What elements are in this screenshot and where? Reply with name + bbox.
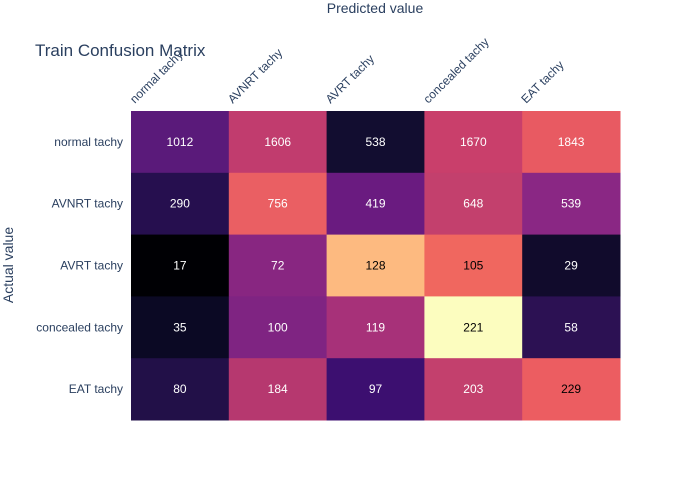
cell-value-label: 203	[463, 382, 483, 396]
heatmap-cell	[131, 172, 230, 236]
heatmap-cell	[131, 111, 230, 174]
y-tick-label: concealed tachy	[36, 320, 123, 334]
heatmap-cell	[326, 234, 425, 297]
cell-value-label: 221	[463, 320, 483, 334]
cell-value-label: 58	[564, 320, 578, 334]
x-axis-title: Predicted value	[327, 0, 424, 16]
heatmap-cell	[131, 358, 230, 421]
x-tick-label: concealed tachy	[421, 35, 492, 106]
cell-value-label: 119	[366, 320, 385, 334]
heatmap-cell	[326, 358, 425, 421]
heatmap-cell	[522, 234, 621, 297]
heatmap-cell	[424, 358, 523, 421]
cell-value-label: 538	[365, 135, 385, 149]
heatmap-cell	[424, 296, 523, 359]
cell-value-label: 1670	[460, 135, 487, 149]
heatmap-cell	[326, 172, 425, 236]
heatmap-cell	[228, 296, 328, 359]
cell-value-label: 80	[173, 382, 187, 396]
heatmap-cell	[326, 111, 425, 174]
cell-value-label: 100	[268, 320, 288, 334]
heatmap-cell	[522, 358, 621, 421]
cell-value-label: 35	[173, 320, 187, 334]
x-tick-label: AVNRT tachy	[225, 46, 285, 106]
cell-value-label: 229	[561, 382, 581, 396]
y-tick-label: AVNRT tachy	[52, 197, 123, 211]
heatmap-cell	[522, 296, 621, 359]
x-tick-label: AVRT tachy	[323, 52, 377, 106]
heatmap-cell	[228, 358, 328, 421]
cell-value-label: 539	[561, 197, 581, 211]
cell-value-label: 419	[365, 197, 385, 211]
cell-value-label: 648	[463, 197, 483, 211]
chart-title: Train Confusion Matrix	[35, 41, 206, 60]
cell-value-label: 97	[369, 382, 383, 396]
cell-value-label: 1843	[558, 135, 585, 149]
heatmap-cell	[228, 234, 328, 297]
cell-value-label: 29	[564, 259, 578, 273]
cell-value-label: 105	[463, 259, 483, 273]
cell-value-label: 184	[268, 382, 288, 396]
y-tick-labels: normal tachy AVNRT tachy AVRT tachy conceal…	[36, 135, 123, 396]
heatmap-cell	[424, 111, 523, 174]
y-tick-label: EAT tachy	[69, 382, 123, 396]
heatmap-cell	[228, 111, 328, 174]
heatmap-cell	[131, 296, 230, 359]
cell-value-label: 1012	[167, 135, 194, 149]
y-tick-label: AVRT tachy	[60, 259, 123, 273]
cell-value-label: 17	[173, 259, 187, 273]
cell-value-label: 1606	[264, 135, 291, 149]
cell-value-label: 756	[268, 197, 288, 211]
heatmap-cell	[131, 234, 230, 297]
y-tick-label: normal tachy	[54, 135, 123, 149]
heatmap-cell	[424, 172, 523, 236]
heatmap-cell	[522, 111, 621, 174]
heatmap-cell	[522, 172, 621, 236]
heatmap-cell	[228, 172, 328, 236]
x-tick-label: EAT tachy	[518, 58, 566, 106]
cell-value-label: 72	[271, 259, 285, 273]
y-axis-title: Actual value	[0, 227, 16, 303]
heatmap-cell	[326, 296, 425, 359]
cell-value-label: 128	[365, 259, 385, 273]
heatmap-cells: 1012 1606 538 1670 1843 290 756 419 648 539 17 72 12…	[131, 111, 621, 421]
cell-value-label: 290	[170, 197, 190, 211]
heatmap-cell	[424, 234, 523, 297]
